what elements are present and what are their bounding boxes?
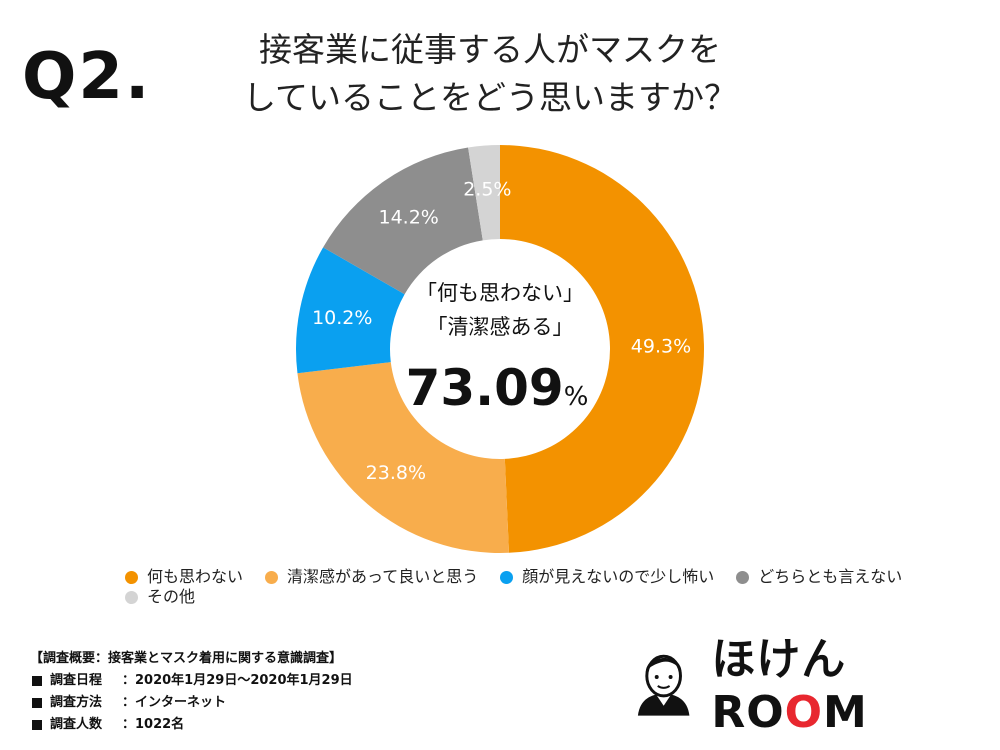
- legend-label: その他: [147, 587, 196, 606]
- survey-row-value: ：インターネット: [122, 695, 227, 710]
- chart-title: 接客業に従事する人がマスクを していることをどう思いますか？: [220, 26, 760, 122]
- survey-row-key: 調査日程: [50, 673, 103, 688]
- donut-slice-labels: 49.3% 23.8% 10.2% 14.2% 2.5%: [312, 178, 691, 483]
- legend-label: 清潔感があって良いと思う: [287, 567, 479, 586]
- square-bullet-icon: [32, 698, 42, 708]
- survey-row-key: 調査方法: [50, 695, 103, 710]
- survey-row-value: ：2020年1月29日〜2020年1月29日: [122, 673, 353, 688]
- legend-swatch: [736, 570, 750, 584]
- slice-label-1: 49.3%: [631, 335, 691, 357]
- survey-row-value: ：1022名: [122, 717, 185, 732]
- donut-slice-2: [297, 362, 509, 554]
- legend-item-1: 何も思わない: [125, 567, 243, 587]
- survey-overview: 【調査概要：接客業とマスク着用に関する意識調査】 調査日程 ：2020年1月29日…: [30, 648, 353, 736]
- chart-legend: 何も思わない 清潔感があって良いと思う 顔が見えないので少し怖い どちらとも言えないそ…: [125, 567, 925, 607]
- survey-row: 調査日程 ：2020年1月29日〜2020年1月29日: [30, 670, 353, 692]
- legend-label: 顔が見えないので少し怖い: [522, 567, 715, 586]
- question-number: Q2.: [22, 40, 152, 114]
- legend-swatch: [500, 570, 514, 584]
- center-label-line-1: 「何も思わない」: [416, 281, 584, 305]
- survey-row: 調査方法 ：インターネット: [30, 692, 353, 714]
- donut-slice-4: [323, 147, 483, 295]
- person-avatar-icon: [637, 654, 690, 716]
- donut-slice-5: [468, 145, 500, 241]
- slice-label-4: 14.2%: [378, 206, 438, 228]
- legend-swatch: [125, 590, 138, 604]
- center-total-unit: %: [564, 382, 589, 412]
- slice-label-3: 10.2%: [312, 307, 372, 329]
- legend-label: どちらとも言えない: [758, 567, 903, 586]
- square-bullet-icon: [32, 676, 42, 686]
- donut-slice-1: [500, 145, 705, 553]
- slice-label-5: 2.5%: [463, 178, 511, 200]
- legend-item-3: 顔が見えないので少し怖い: [500, 567, 714, 587]
- legend-swatch: [265, 570, 279, 584]
- legend-swatch: [125, 570, 138, 584]
- legend-label: 何も思わない: [147, 567, 244, 586]
- chart-title-line-2: していることをどう思いますか？: [242, 78, 737, 117]
- chart-title-line-1: 接客業に従事する人がマスクを: [259, 30, 721, 69]
- square-bullet-icon: [32, 720, 42, 730]
- center-label-line-2: 「清潔感ある」: [427, 315, 574, 339]
- donut-slice-3: [296, 247, 405, 374]
- legend-item-5: その他: [125, 587, 195, 607]
- legend-item-4: どちらとも言えない: [736, 567, 902, 587]
- logo-wordmark: ほけんROOM: [711, 633, 868, 738]
- survey-row-key: 調査人数: [50, 717, 103, 732]
- hoken-room-logo: ほけんROOM: [628, 634, 1000, 738]
- center-total-value-group: 73.09%: [406, 359, 589, 417]
- donut-slices: [296, 145, 705, 554]
- survey-heading: 【調査概要：接客業とマスク着用に関する意識調査】: [30, 651, 343, 666]
- legend-item-2: 清潔感があって良いと思う: [265, 567, 478, 587]
- center-total-value: 73.09: [406, 359, 564, 417]
- survey-row: 調査人数 ：1022名: [30, 714, 353, 736]
- slice-label-2: 23.8%: [366, 462, 426, 484]
- survey-rows: 調査日程 ：2020年1月29日〜2020年1月29日 調査方法 ：インターネット 調査…: [30, 670, 353, 736]
